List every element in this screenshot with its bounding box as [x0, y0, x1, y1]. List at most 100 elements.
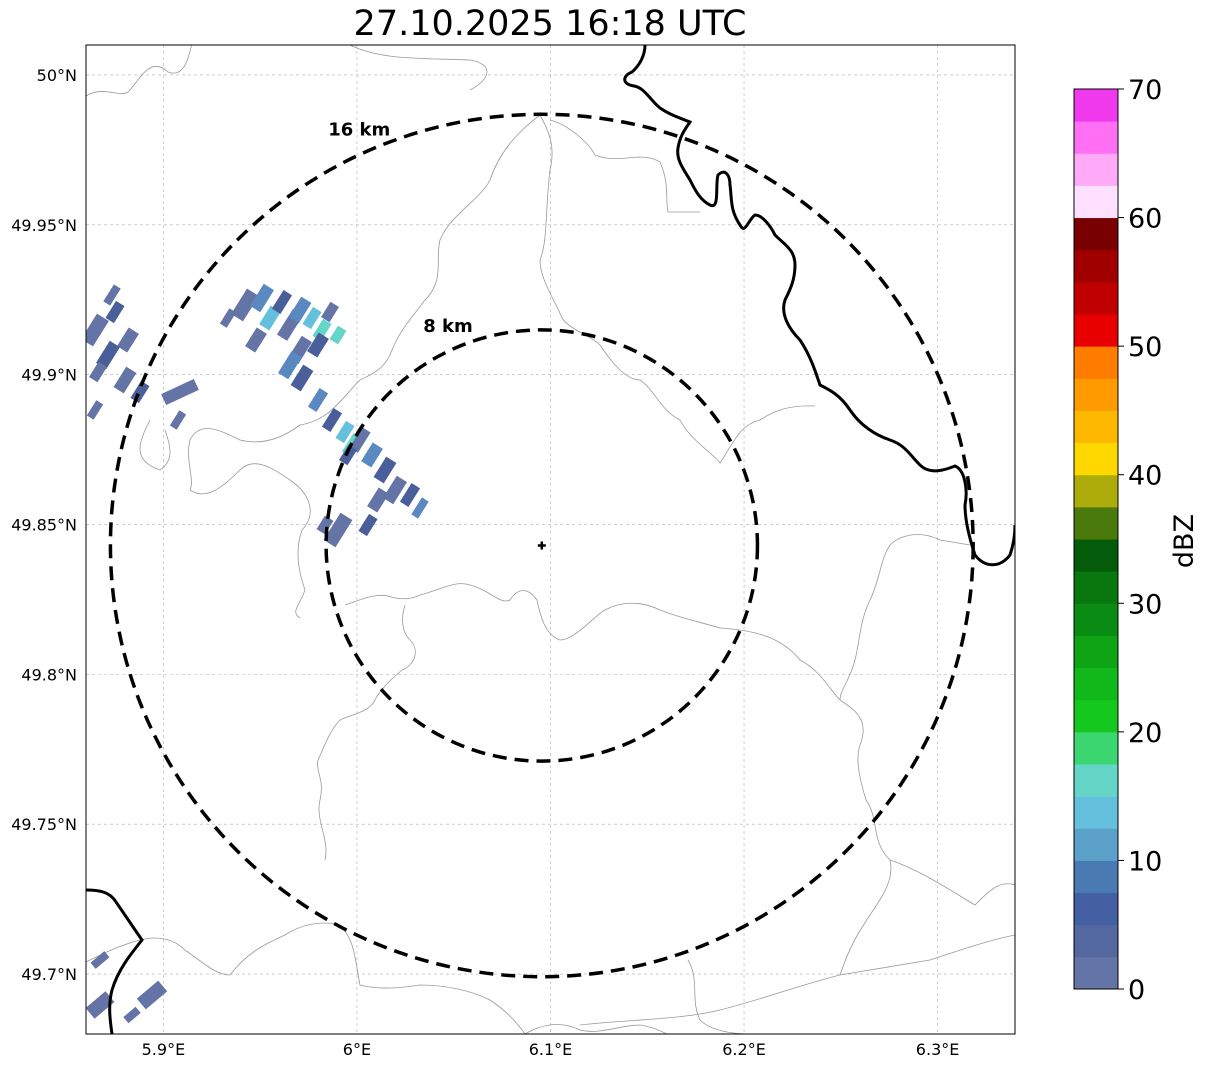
colorbar-segment [1074, 924, 1118, 958]
boundary-line [719, 627, 891, 861]
echo-cell [358, 513, 378, 537]
colorbar-segment [1074, 249, 1118, 283]
range-ring-label: 16 km [328, 119, 390, 140]
boundary-line [839, 534, 941, 701]
echo-cell [231, 288, 259, 322]
radar-site-marker [537, 541, 546, 550]
colorbar-segment [1074, 281, 1118, 315]
echo-cell [290, 364, 314, 392]
echo-cell [96, 340, 120, 370]
lat-tick-label: 49.7°N [21, 965, 77, 984]
colorbar-segment [1074, 442, 1118, 476]
colorbar-frame [1073, 88, 1119, 990]
border-luxembourg-germany [623, 45, 1015, 567]
echo-cell [161, 378, 199, 406]
echo-cell [316, 515, 334, 535]
echo-cell [105, 300, 125, 324]
range-ring-8km [324, 328, 760, 763]
lon-tick-label: 6.1°E [529, 1040, 573, 1059]
colorbar-segment [1074, 956, 1118, 990]
colorbar-segment [1074, 410, 1118, 444]
boundary-line [339, 924, 526, 1034]
colorbar-segment [1074, 506, 1118, 540]
colorbar-segment [1074, 667, 1118, 701]
echo-cell [86, 991, 115, 1019]
colorbar-label: dBZ [1169, 514, 1200, 568]
echo-cell [136, 980, 168, 1010]
boundary-line [344, 583, 721, 641]
colorbar-segment [1074, 731, 1118, 765]
echo-cell [90, 951, 110, 969]
colorbar-segment [1074, 539, 1118, 572]
colorbar-tick-label: 70 [1128, 75, 1162, 106]
echo-cell [123, 1006, 141, 1024]
lon-tick-label: 6.3°E [916, 1040, 960, 1059]
colorbar-segment [1074, 217, 1118, 251]
boundary-line [86, 45, 193, 97]
colorbar-tick-label: 40 [1128, 461, 1162, 492]
map-title: 27.10.2025 16:18 UTC [353, 4, 747, 44]
colorbar-segment [1074, 796, 1118, 829]
lon-tick-label: 5.9°E [142, 1040, 186, 1059]
echo-cell [117, 327, 139, 353]
echo-cell [338, 444, 358, 466]
echo-cell [113, 366, 137, 394]
echo-cell [288, 296, 312, 324]
echo-cell [323, 512, 353, 548]
echo-cell [250, 283, 274, 313]
echo-cell [103, 284, 121, 306]
colorbar-ticks: 0 10 20 30 40 50 60 70 [1118, 75, 1162, 1006]
range-ring-label: 8 km [423, 316, 473, 337]
boundary-line [539, 114, 816, 464]
colorbar-segment [1074, 635, 1118, 669]
echo-cell [88, 361, 108, 383]
border-luxembourg-france [86, 888, 144, 1034]
country-borders [86, 45, 1015, 1034]
echo-cell [373, 456, 397, 484]
lon-tick-label: 6.2°E [722, 1040, 766, 1059]
boundary-line [687, 959, 751, 1034]
colorbar-tick-label: 30 [1128, 589, 1162, 620]
boundary-line [317, 604, 416, 861]
boundary-line [86, 922, 341, 976]
colorbar-tick-label: 60 [1128, 204, 1162, 235]
echo-cell [219, 308, 237, 328]
boundary-line [839, 859, 892, 976]
gridlines [86, 45, 1015, 1034]
echo-cell [302, 306, 322, 330]
range-rings: 8 km 16 km [108, 112, 975, 979]
boundary-line [889, 859, 1015, 906]
boundary-line [349, 45, 488, 91]
echo-cell [307, 332, 329, 358]
boundary-line [139, 419, 171, 471]
map-frame [85, 44, 1016, 1035]
echo-cell [367, 487, 389, 513]
colorbar-segment [1074, 892, 1118, 926]
echo-cell [271, 290, 293, 314]
echo-cell [321, 408, 343, 432]
echo-cell [307, 388, 329, 412]
echo-cell [411, 497, 429, 519]
boundary-line [524, 1024, 668, 1034]
boundary-line [188, 114, 541, 619]
lat-tick-label: 49.9°N [21, 366, 77, 385]
boundary-line [939, 539, 971, 546]
colorbar-segment [1074, 378, 1118, 411]
colorbar-segment [1074, 89, 1118, 122]
colorbar-segment [1074, 346, 1118, 379]
colorbar-segment [1074, 153, 1118, 186]
colorbar-segment [1074, 764, 1118, 797]
colorbar-segment [1074, 314, 1118, 347]
echo-cell [320, 301, 340, 323]
echo-cell [86, 313, 109, 347]
colorbar-segment [1074, 828, 1118, 861]
regional-boundaries [86, 45, 1015, 1034]
boundary-line [579, 934, 1015, 1026]
colorbar-segment [1074, 699, 1118, 733]
axis-tick-labels: 5.9°E 6°E 6.1°E 6.2°E 6.3°E 50°N 49.95°N 49.9°N… [11, 66, 959, 1059]
colorbar-segment [1074, 474, 1118, 508]
echo-cell [361, 442, 383, 468]
range-ring-16km [108, 112, 975, 979]
